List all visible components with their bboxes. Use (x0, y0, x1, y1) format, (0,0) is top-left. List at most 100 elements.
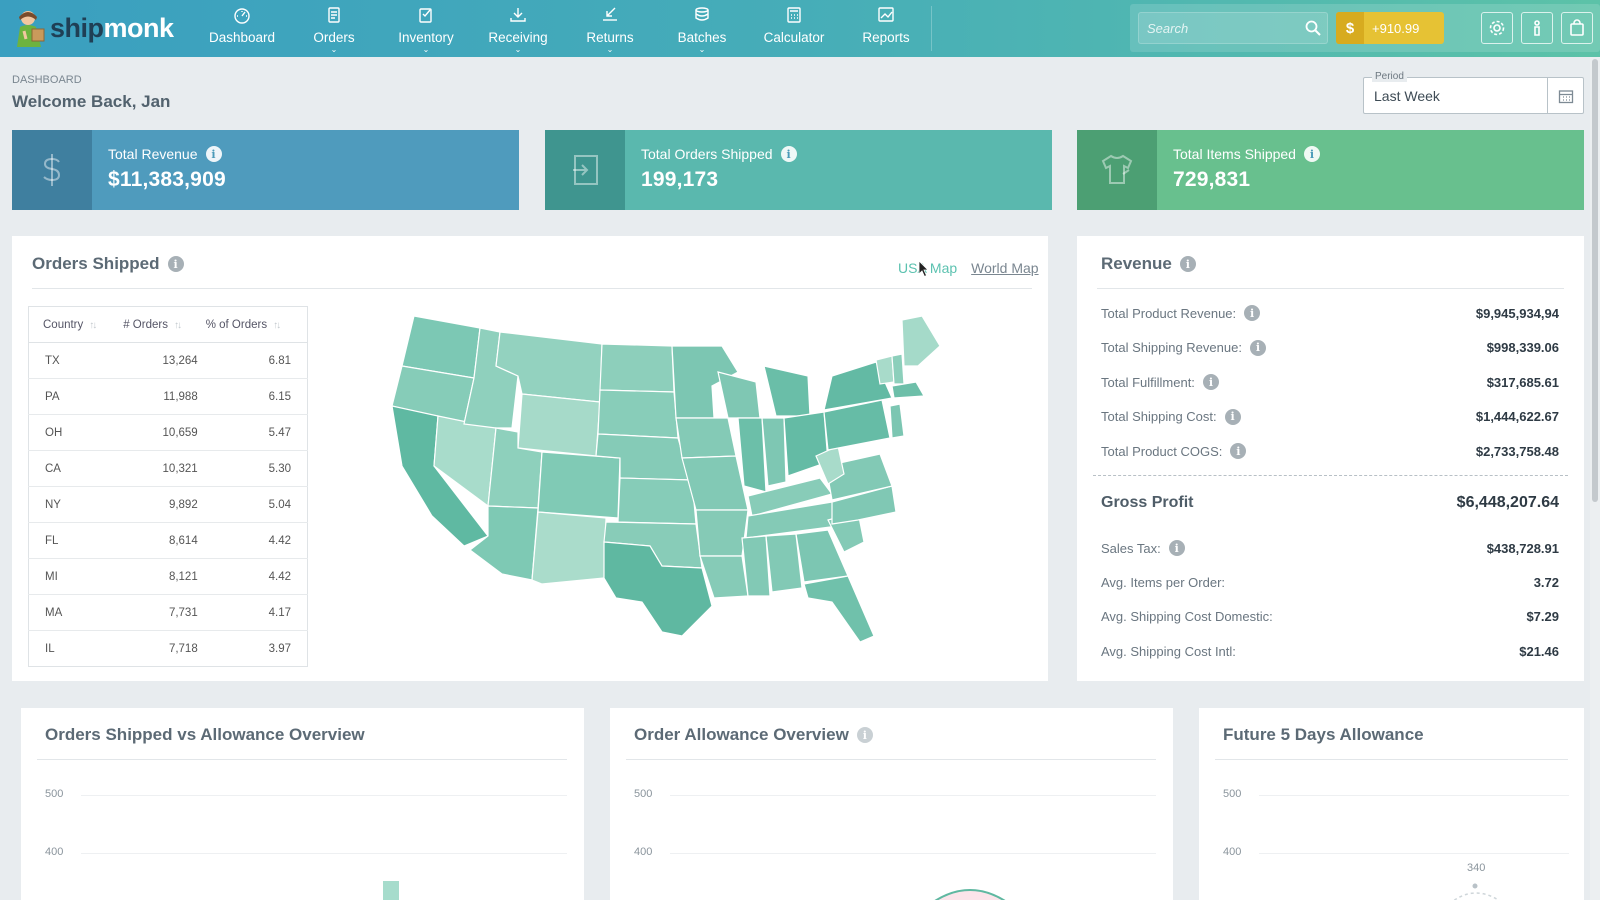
usa-choropleth-map[interactable] (392, 306, 972, 646)
cell-state: CA (28, 450, 120, 487)
period-selector[interactable]: Period Last Week (1363, 71, 1584, 114)
mouse-cursor-icon (918, 260, 929, 278)
revenue-row: Avg. Shipping Cost Intl: $21.46 (1101, 644, 1559, 659)
settings-button[interactable] (1481, 12, 1513, 44)
info-icon[interactable]: i (1230, 443, 1247, 459)
future-5-days-allowance-panel: Future 5 Days Allowance 500 400 340 (1199, 708, 1584, 900)
revenue-row-value: $317,685.61 (1486, 374, 1559, 390)
revenue-row-label: Total Product Revenue: i (1101, 305, 1261, 321)
info-icon[interactable]: i (1179, 256, 1196, 272)
column-header-percent[interactable]: % of Orders ↑↓ (201, 306, 308, 343)
cell-orders: 7,731 (119, 594, 202, 631)
revenue-row-label: Total Fulfillment: i (1101, 374, 1219, 390)
table-row[interactable]: IL 7,718 3.97 (28, 630, 308, 667)
cart-button[interactable] (1561, 12, 1593, 44)
table-row[interactable]: FL 8,614 4.42 (28, 522, 308, 559)
calendar-button[interactable] (1547, 78, 1583, 113)
chevron-down-icon: ⌄ (514, 45, 522, 54)
nav-batches[interactable]: Batches ⌄ (656, 0, 748, 57)
state-ar (695, 509, 749, 557)
table-header-row: Country ↑↓ # Orders ↑↓ % of Orders ↑↓ (28, 306, 308, 343)
revenue-row-value: $438,728.91 (1486, 540, 1559, 556)
nav-orders[interactable]: Orders ⌄ (288, 0, 380, 57)
label-text: Total Fulfillment: (1101, 374, 1195, 390)
gear-icon (1489, 20, 1505, 36)
stat-icon-box (1077, 130, 1157, 210)
stat-card-total-items-shipped: Total Items Shipped i 729,831 (1077, 130, 1584, 210)
info-icon[interactable]: i (856, 727, 873, 743)
user-profile-button[interactable] (1521, 12, 1553, 44)
stat-value: $11,383,909 (108, 168, 226, 191)
gridline (1259, 853, 1569, 854)
chevron-down-icon: ⌄ (698, 45, 706, 54)
stat-value: 199,173 (641, 168, 719, 191)
reports-icon (878, 7, 894, 22)
monk-mascot-icon (14, 9, 46, 47)
panel-title: Revenue (1101, 254, 1172, 273)
table-row[interactable]: CA 10,321 5.30 (28, 450, 308, 487)
table-row[interactable]: PA 11,988 6.15 (28, 378, 308, 415)
nav-dashboard[interactable]: Dashboard (196, 0, 288, 57)
info-icon[interactable]: i (1249, 339, 1266, 356)
info-icon[interactable]: i (1244, 305, 1261, 321)
info-icon[interactable]: i (167, 256, 184, 272)
usa-map-link[interactable]: USA Map (898, 260, 958, 276)
cell-state: OH (28, 414, 120, 451)
info-icon[interactable]: i (1202, 374, 1219, 390)
cell-orders: 13,264 (119, 342, 202, 379)
scrollbar-thumb[interactable] (1592, 59, 1598, 502)
nav-returns[interactable]: Returns ⌄ (564, 0, 656, 57)
info-icon[interactable]: i (780, 146, 797, 162)
gridline (1259, 795, 1569, 796)
cell-percent: 4.42 (201, 558, 308, 595)
table-row[interactable]: MA 7,731 4.17 (28, 594, 308, 631)
info-icon[interactable]: i (1224, 408, 1241, 425)
state-co (537, 451, 621, 519)
dollar-icon (43, 154, 61, 186)
shopping-bag-icon (1570, 19, 1584, 36)
table-row[interactable]: TX 13,264 6.81 (28, 342, 308, 379)
nav-reports[interactable]: Reports (840, 0, 932, 57)
world-map-link[interactable]: World Map (971, 260, 1039, 276)
state-ma (891, 381, 925, 399)
divider (626, 759, 1156, 760)
state-ks (617, 477, 697, 525)
state-fl (803, 575, 875, 643)
stat-title: Total Orders Shipped (641, 146, 773, 162)
scrollbar-track[interactable] (1590, 57, 1600, 900)
divider (1215, 759, 1568, 760)
table-row[interactable]: NY 9,892 5.04 (28, 486, 308, 523)
cell-orders: 9,892 (119, 486, 202, 523)
info-icon[interactable]: i (1303, 146, 1320, 162)
nav-calculator[interactable]: Calculator (748, 0, 840, 57)
nav-inventory[interactable]: Inventory ⌄ (380, 0, 472, 57)
line-chart-series[interactable] (1439, 880, 1519, 900)
cell-percent: 5.04 (201, 486, 308, 523)
panel-title: Future 5 Days Allowance (1223, 725, 1424, 744)
account-balance-button[interactable]: $ +910.99 (1336, 12, 1444, 44)
column-header-orders[interactable]: # Orders ↑↓ (119, 306, 202, 343)
gridline (670, 853, 1156, 854)
calendar-icon (1558, 89, 1573, 103)
cell-state: MA (28, 594, 120, 631)
donut-chart-arc[interactable] (920, 878, 1040, 900)
divider (1097, 288, 1564, 289)
table-row[interactable]: OH 10,659 5.47 (28, 414, 308, 451)
toolbar-right: $ +910.99 (1130, 4, 1600, 52)
nav-receiving[interactable]: Receiving ⌄ (472, 0, 564, 57)
revenue-row: Total Shipping Revenue: i $998,339.06 (1101, 339, 1559, 356)
sort-icon: ↑↓ (89, 319, 97, 331)
info-icon[interactable]: i (1168, 540, 1185, 556)
panel-header: Orders Shipped i (32, 254, 184, 274)
nav-label: Inventory (398, 30, 454, 45)
column-header-country[interactable]: Country ↑↓ (28, 306, 120, 343)
info-icon[interactable]: i (205, 146, 222, 162)
table-row[interactable]: MI 8,121 4.42 (28, 558, 308, 595)
revenue-row: Sales Tax: i $438,728.91 (1101, 540, 1559, 556)
chart-bar[interactable] (383, 881, 399, 900)
search-input[interactable] (1147, 19, 1297, 37)
label-text: Total Product Revenue: (1101, 305, 1237, 321)
shipmonk-logo[interactable]: shipmonk (14, 8, 174, 48)
search-icon[interactable] (1305, 20, 1321, 36)
stat-title: Total Revenue (108, 146, 198, 162)
